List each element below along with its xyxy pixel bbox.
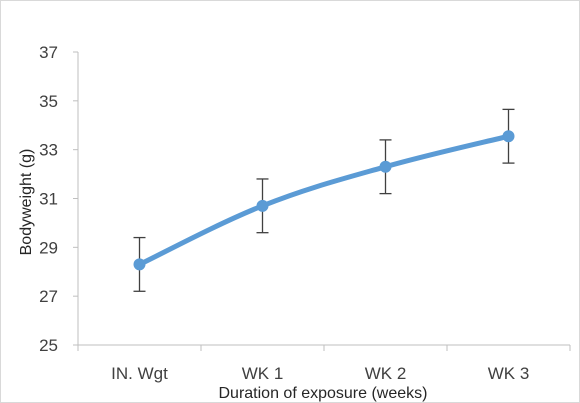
data-point (379, 160, 392, 173)
y-tick-label: 25 (39, 336, 58, 355)
series-line (137, 133, 511, 267)
y-tick-label: 27 (39, 287, 58, 306)
x-tick-label: WK 2 (365, 364, 407, 383)
y-tick-label: 33 (39, 141, 58, 160)
y-tick-label: 35 (39, 92, 58, 111)
y-tick-labels: 25 27 29 31 33 35 37 (39, 43, 58, 355)
axes (73, 51, 571, 351)
x-tick-label: WK 1 (242, 364, 284, 383)
y-axis-title: Bodyweight (g) (18, 149, 35, 256)
data-points (133, 130, 515, 271)
x-axis-title: Duration of exposure (weeks) (219, 385, 428, 402)
x-tick-label: IN. Wgt (111, 364, 168, 383)
y-tick-label: 29 (39, 238, 58, 257)
y-tick-label: 37 (39, 43, 58, 62)
series-line-path (137, 133, 511, 267)
data-point (133, 258, 146, 271)
x-tick-labels: IN. Wgt WK 1 WK 2 WK 3 (111, 364, 529, 383)
data-point (256, 199, 269, 212)
x-tick-label: WK 3 (488, 364, 530, 383)
error-bars (133, 108, 515, 292)
y-tick-label: 31 (39, 190, 58, 209)
data-point (502, 130, 515, 143)
